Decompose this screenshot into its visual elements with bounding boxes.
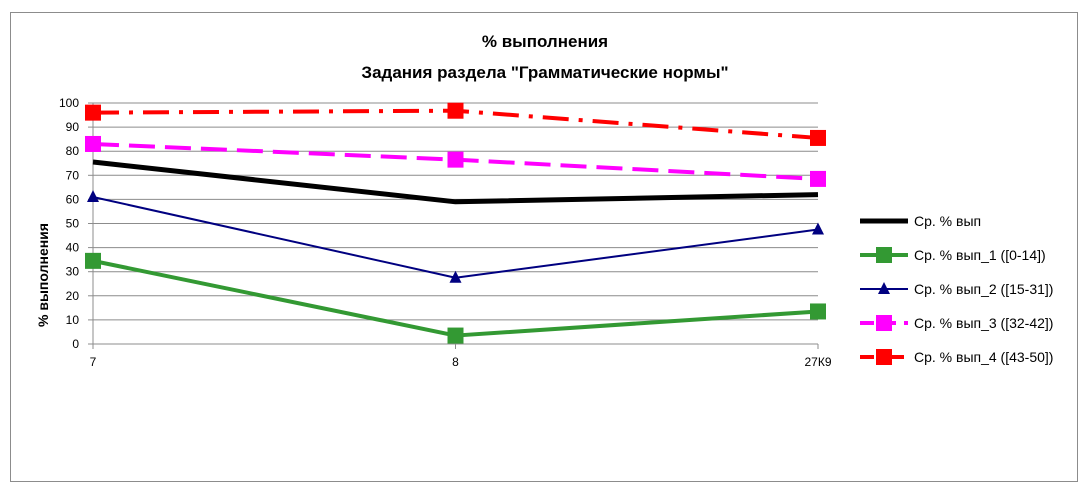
y-tick-label: 90 [66, 120, 80, 134]
data-point [85, 252, 101, 269]
legend-marker [878, 282, 890, 294]
y-tick-label: 60 [66, 192, 80, 206]
series-2 [87, 189, 824, 283]
data-point [447, 327, 464, 344]
legend-label: Ср. % вып_2 ([15-31]) [914, 281, 1053, 297]
y-tick-label: 10 [66, 313, 80, 327]
y-tick-label: 0 [72, 337, 79, 351]
y-tick-label: 20 [66, 289, 80, 303]
legend-marker [876, 315, 892, 331]
data-point [810, 170, 826, 187]
data-point [449, 270, 462, 283]
chart-frame [10, 12, 1078, 482]
data-point [810, 129, 826, 146]
data-point [85, 104, 101, 121]
x-tick-label: 7 [90, 355, 97, 369]
y-tick-label: 80 [66, 144, 80, 158]
series-line [92, 196, 819, 279]
y-tick-label: 40 [66, 241, 80, 255]
legend-label: Ср. % вып_1 ([0-14]) [914, 247, 1046, 263]
data-point [85, 135, 101, 152]
data-point [447, 151, 464, 168]
x-tick-label: 8 [452, 355, 459, 369]
gridlines [93, 102, 818, 345]
data-point [810, 303, 826, 320]
data-point [447, 102, 464, 119]
axes: 0 10 20 30 40 50 60 70 80 90 100 7 8 27К9 [59, 96, 832, 369]
legend-label: Ср. % вып_3 ([32-42]) [914, 315, 1053, 331]
x-tick-label: 27К9 [804, 355, 831, 369]
series-0 [92, 159, 819, 205]
series-3 [85, 135, 826, 187]
y-tick-label: 100 [59, 96, 79, 110]
legend-marker [876, 349, 892, 365]
series-line [92, 159, 819, 205]
chart-subtitle: Задания раздела "Грамматические нормы" [361, 63, 728, 82]
legend-label: Ср. % вып_4 ([43-50]) [914, 349, 1053, 365]
y-tick-label: 70 [66, 168, 80, 182]
legend-marker [876, 247, 892, 263]
y-tick-label: 50 [66, 217, 80, 231]
y-tick-label: 30 [66, 265, 80, 279]
data-point [87, 189, 99, 202]
data-point [812, 222, 824, 235]
series-1 [85, 252, 826, 344]
legend-label: Ср. % вып [914, 213, 981, 229]
series-4 [85, 102, 826, 146]
series-lines [85, 102, 826, 344]
y-axis-label: % выполнения [35, 223, 51, 327]
legend: Ср. % вып Ср. % вып_1 ([0-14]) Ср. % вып_2… [860, 213, 1053, 365]
chart-title: % выполнения [482, 32, 608, 51]
